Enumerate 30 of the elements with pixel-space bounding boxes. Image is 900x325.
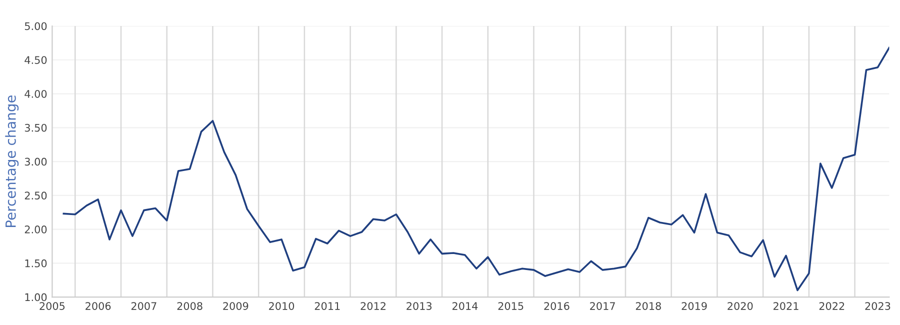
x-tick-label: 2021 [774, 302, 798, 310]
x-tick-label: 2014 [452, 302, 478, 310]
y-tick-label: 2.50 [24, 192, 47, 200]
x-tick-label: 2007 [131, 302, 156, 310]
x-tick-label: 2022 [819, 302, 844, 310]
line-series [62, 46, 890, 292]
y-tick-label: 5.00 [24, 22, 47, 30]
x-tick-label: 2013 [406, 302, 432, 310]
y-tick-label: 1.50 [25, 259, 47, 268]
x-tick-label: 2023 [865, 302, 890, 310]
x-tick-label: 2020 [728, 302, 753, 310]
x-tick-label: 2009 [223, 302, 248, 310]
y-axis-title: Percentage change [5, 95, 19, 227]
x-tick-label: 2011 [314, 302, 340, 310]
y-tick-label: 4.50 [24, 56, 47, 64]
x-tick-label: 2010 [269, 302, 294, 310]
x-tick-label: 2008 [177, 302, 202, 310]
y-tick-label: 3.50 [24, 124, 47, 132]
x-tick-label: 2012 [360, 302, 386, 310]
x-tick-label: 2005 [40, 302, 65, 310]
x-tick-label: 2018 [636, 302, 661, 310]
y-tick-label: 2.00 [24, 226, 47, 234]
x-tick-label: 2019 [682, 302, 707, 310]
x-tick-label: 2016 [544, 302, 570, 310]
y-tick-label: 4.00 [24, 90, 47, 98]
x-tick-label: 2017 [590, 302, 615, 310]
y-tick-label: 1.00 [25, 293, 47, 302]
x-tick-label: 2006 [86, 302, 111, 310]
y-tick-label: 3.00 [24, 158, 47, 166]
x-tick-label: 2015 [498, 302, 524, 310]
